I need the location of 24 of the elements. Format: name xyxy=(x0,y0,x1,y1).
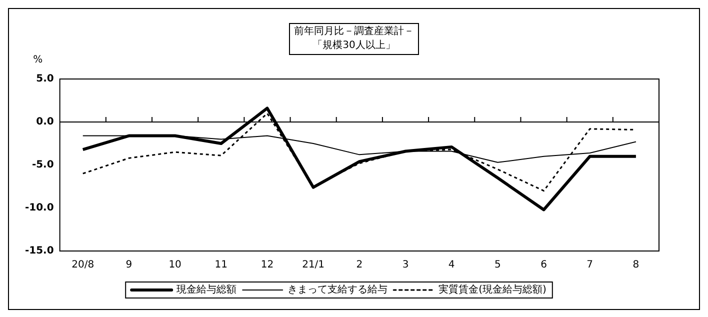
x-tick-label: 7 xyxy=(586,260,594,271)
x-tick-label: 5 xyxy=(494,260,501,271)
x-tick-label: 12 xyxy=(260,260,274,271)
y-tick-label: -5.0 xyxy=(32,160,54,171)
x-tick-label: 4 xyxy=(448,260,455,271)
legend-label: 実質賃金(現金給与総額) xyxy=(438,284,546,296)
legend-label: きまって支給する給与 xyxy=(288,284,388,296)
y-tick-label: -10.0 xyxy=(24,202,54,214)
text: 「規模30人以上」 xyxy=(312,40,396,51)
x-tick-label: 8 xyxy=(632,260,640,271)
text: 前年同月比－調査産業計－ xyxy=(294,26,414,37)
y-axis-title: % xyxy=(33,54,43,66)
x-tick-label: 6 xyxy=(540,260,547,271)
x-tick-label: 11 xyxy=(214,260,228,271)
x-tick-label: 3 xyxy=(402,260,409,271)
x-tick-label: 20/8 xyxy=(72,260,94,271)
x-tick-label: 10 xyxy=(168,260,182,271)
x-tick-label: 21/1 xyxy=(302,260,325,271)
x-tick-label: 2 xyxy=(356,260,363,271)
y-tick-label: 0.0 xyxy=(36,116,54,128)
legend-label: 現金給与総額 xyxy=(176,284,237,296)
y-tick-label: -15.0 xyxy=(24,246,54,257)
x-tick-label: 9 xyxy=(126,260,132,271)
y-tick-label: 5.0 xyxy=(36,74,54,85)
